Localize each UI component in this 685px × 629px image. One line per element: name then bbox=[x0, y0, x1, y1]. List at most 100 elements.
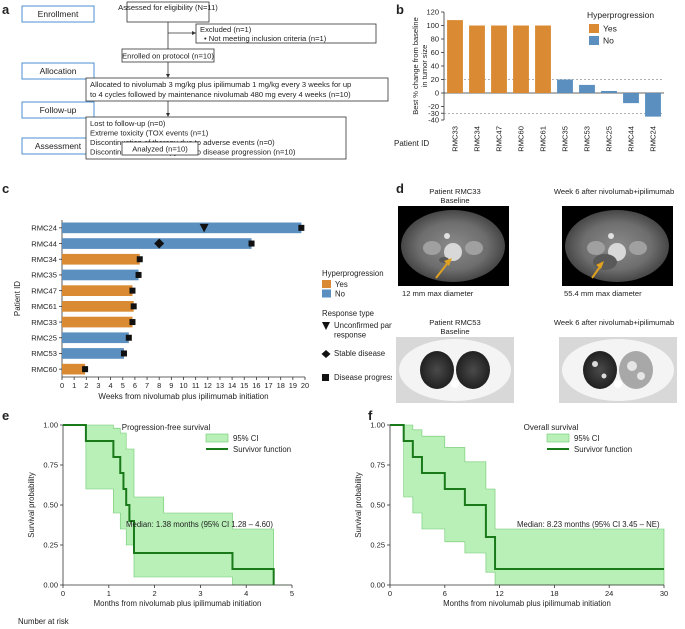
progression-marker-RMC44 bbox=[248, 240, 255, 247]
legend-curve-label: Survivor function bbox=[574, 445, 632, 454]
progression-marker-RMC24 bbox=[298, 224, 305, 231]
x-tick-label-0: 0 bbox=[61, 589, 65, 598]
bar-RMC25 bbox=[601, 90, 617, 93]
x-tick-label-3: 3 bbox=[96, 381, 100, 390]
followup-line-2: Extreme toxicity (TOX events (n=1) bbox=[90, 129, 209, 138]
followup-line-1: Lost to follow-up (n=0) bbox=[90, 119, 166, 128]
bar-RMC47 bbox=[491, 25, 507, 93]
y-axis-label: Patient ID bbox=[13, 281, 22, 316]
legend-curve-label: Survivor function bbox=[233, 445, 291, 454]
y-tick-label-RMC61: RMC61 bbox=[31, 302, 57, 311]
y-axis-label-line-0: Best % change from baseline bbox=[411, 17, 420, 115]
y-tick-label-1: 0.25 bbox=[43, 541, 58, 550]
x-tick-label-RMC35: RMC35 bbox=[561, 126, 570, 152]
stage-follow-up: Follow-up bbox=[40, 105, 77, 115]
bar-RMC61 bbox=[535, 25, 551, 93]
bar-RMC60 bbox=[62, 363, 86, 375]
bar-RMC61 bbox=[62, 301, 134, 312]
x-tick-label-16: 16 bbox=[252, 381, 260, 390]
x-tick-label-RMC47: RMC47 bbox=[495, 126, 504, 152]
y-tick-label-RMC34: RMC34 bbox=[31, 255, 57, 264]
y-tick-label-0: 0.00 bbox=[43, 581, 58, 590]
response-legend-label-2-0: Disease progression bbox=[334, 373, 392, 382]
bar-RMC60 bbox=[513, 25, 529, 93]
legend-ci-label: 95% CI bbox=[574, 434, 600, 443]
bar-RMC33 bbox=[62, 316, 133, 328]
y-tick-label-RMC33: RMC33 bbox=[31, 318, 57, 327]
bar-RMC35 bbox=[62, 269, 139, 281]
excluded-reason: • Not meeting inclusion criteria (n=1) bbox=[204, 34, 327, 43]
ct-image-rmc33-baseline bbox=[398, 206, 509, 286]
legend-label-No: No bbox=[603, 36, 614, 46]
x-tick-label-RMC24: RMC24 bbox=[649, 126, 658, 152]
x-tick-label-17: 17 bbox=[264, 381, 272, 390]
y-axis-label: Survival probability bbox=[354, 472, 363, 538]
stage-enrollment: Enrollment bbox=[38, 9, 79, 19]
ct-caption-4: Week 6 after nivolumab+ipilimumab bbox=[554, 318, 674, 327]
ct-measure-baseline: 12 mm max diameter bbox=[402, 289, 474, 298]
progression-marker-RMC61 bbox=[130, 303, 137, 310]
y-tick-label-RMC44: RMC44 bbox=[31, 239, 57, 248]
x-tick-label-19: 19 bbox=[289, 381, 297, 390]
ct-caption-3-line1: Patient RMC53 bbox=[429, 318, 481, 327]
y-tick-label-RMC24: RMC24 bbox=[31, 224, 57, 233]
progression-marker-RMC33 bbox=[129, 319, 136, 326]
ct-image-rmc53-week6 bbox=[559, 337, 677, 403]
at-risk-title: Number at risk bbox=[18, 617, 69, 626]
bar-RMC34 bbox=[62, 253, 140, 265]
progression-marker-RMC47 bbox=[129, 287, 136, 294]
y-axis-label: Best % change from baselinein tumor size bbox=[411, 17, 429, 115]
legend-triangle-icon bbox=[322, 322, 330, 330]
x-tick-label-10: 10 bbox=[179, 381, 187, 390]
y-tick-label-3: 60 bbox=[431, 48, 439, 57]
ct-caption-1-line2: Baseline bbox=[440, 196, 469, 205]
x-tick-label-RMC60: RMC60 bbox=[517, 126, 526, 152]
x-tick-label-2: 2 bbox=[153, 589, 157, 598]
progression-marker-RMC34 bbox=[136, 256, 143, 263]
legend-label-Yes: Yes bbox=[335, 280, 348, 289]
legend-swatch-No bbox=[589, 36, 599, 45]
bar-RMC34 bbox=[469, 25, 485, 93]
x-tick-label-2: 2 bbox=[84, 381, 88, 390]
x-tick-label-8: 8 bbox=[157, 381, 161, 390]
y-tick-label-4: 1.00 bbox=[370, 421, 385, 430]
response-legend-label-0-0: Unconfirmed partial bbox=[334, 321, 392, 330]
bar-RMC24 bbox=[645, 93, 661, 117]
panel-label-b: b bbox=[396, 2, 404, 17]
y-tick-label-RMC47: RMC47 bbox=[31, 286, 57, 295]
ct-image-rmc53-baseline bbox=[396, 337, 514, 403]
x-tick-label-5: 5 bbox=[121, 381, 125, 390]
legend-swatch-No bbox=[322, 289, 331, 298]
x-axis-label: Patient ID bbox=[394, 139, 429, 148]
chart-title: Overall survival bbox=[524, 423, 579, 432]
progression-marker-RMC25 bbox=[125, 334, 132, 341]
y-tick-label-RMC53: RMC53 bbox=[31, 349, 57, 358]
y-tick-label-3: 0.75 bbox=[43, 461, 58, 470]
panel-label-c: c bbox=[2, 181, 10, 196]
y-tick-label-2: 0.50 bbox=[43, 501, 58, 510]
legend-ci-swatch bbox=[546, 433, 570, 443]
response-legend-label-1-0: Stable disease bbox=[334, 349, 385, 358]
assessed-box: Assessed for eligibility (N=11) bbox=[118, 3, 218, 12]
y-tick-label-2: 0.50 bbox=[370, 501, 385, 510]
x-tick-label-18: 18 bbox=[277, 381, 285, 390]
x-tick-label-13: 13 bbox=[216, 381, 224, 390]
progression-marker-RMC53 bbox=[120, 350, 127, 357]
x-tick-label-6: 6 bbox=[133, 381, 137, 390]
chart-title: Progression-free survival bbox=[122, 423, 211, 432]
y-tick-label-2: 80 bbox=[431, 35, 439, 44]
x-tick-label-14: 14 bbox=[228, 381, 236, 390]
y-tick-label-RMC25: RMC25 bbox=[31, 333, 57, 342]
legend-label-No: No bbox=[335, 290, 346, 299]
y-tick-label-4: 40 bbox=[431, 62, 439, 71]
median-label: Median: 1.38 months (95% CI 1.28 – 4.60) bbox=[126, 520, 273, 529]
legend-ci-swatch bbox=[205, 433, 229, 443]
x-tick-label-RMC25: RMC25 bbox=[605, 126, 614, 152]
survival-curve bbox=[63, 424, 275, 585]
legend-swatch-Yes bbox=[322, 280, 331, 288]
pfs-km-chart: 0.00 0.25 0.50 0.75 1.00 0 1 2 3 4 5 Progression-fr… bbox=[18, 421, 294, 626]
allocated-line-2: to 4 cycles followed by maintenance nivo… bbox=[90, 90, 351, 99]
y-axis-label: Survival probability bbox=[27, 472, 36, 538]
panel-label-d: d bbox=[396, 181, 404, 196]
bar-RMC47 bbox=[62, 285, 133, 296]
